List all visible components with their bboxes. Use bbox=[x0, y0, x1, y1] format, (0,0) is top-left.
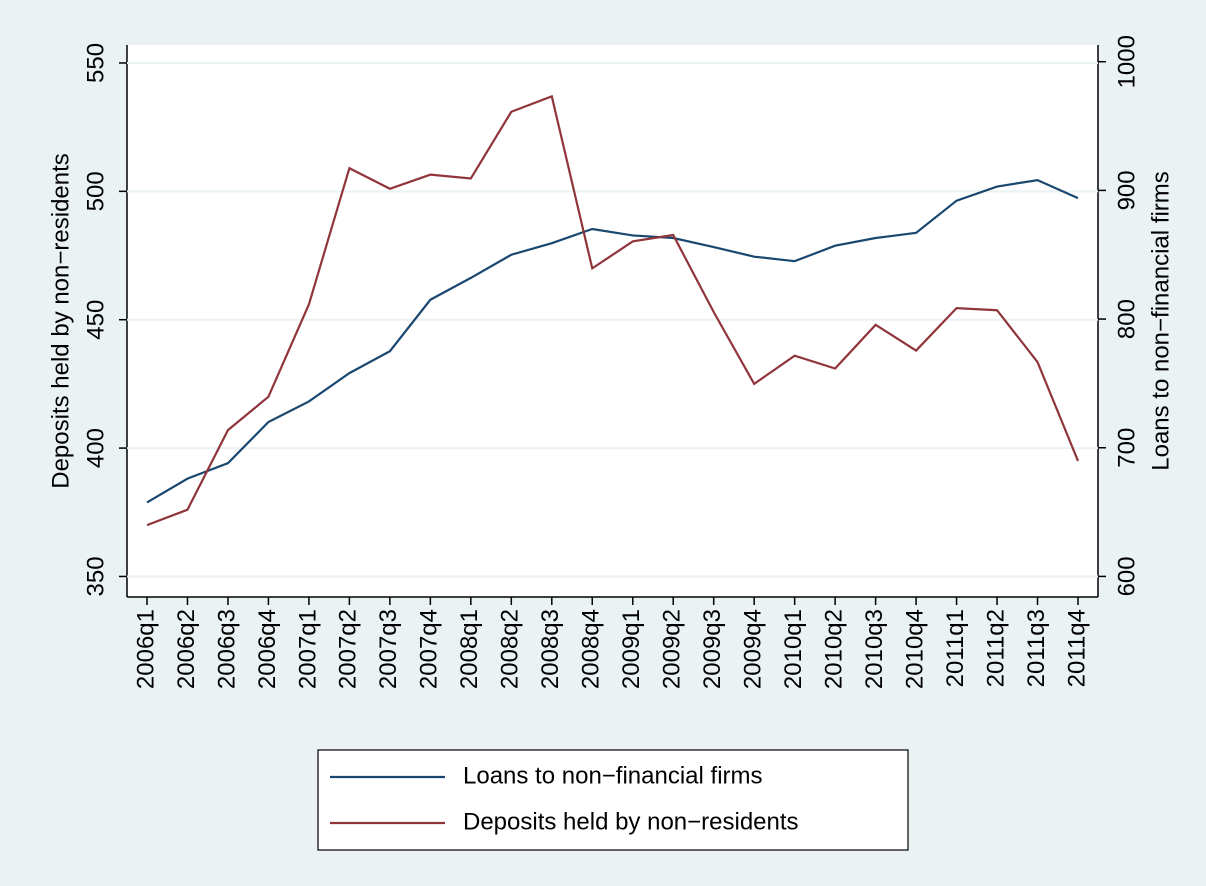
x-tick-label: 2009q2 bbox=[659, 609, 686, 689]
x-tick-label: 2011q4 bbox=[1063, 609, 1090, 687]
x-tick-label: 2007q3 bbox=[375, 609, 402, 689]
x-tick-label: 2010q4 bbox=[901, 609, 928, 689]
x-tick-label: 2011q3 bbox=[1023, 609, 1050, 687]
x-tick-label: 2006q2 bbox=[173, 609, 200, 689]
y-tick-label: 450 bbox=[82, 300, 109, 340]
x-tick-label: 2011q2 bbox=[982, 609, 1009, 687]
x-tick-label: 2006q1 bbox=[132, 609, 159, 689]
x-tick-label: 2008q2 bbox=[497, 609, 524, 689]
y2-axis-label: Loans to non−financial firms bbox=[1147, 171, 1174, 471]
y-tick-label: 400 bbox=[82, 428, 109, 468]
y2-tick-label: 900 bbox=[1113, 170, 1140, 210]
x-tick-label: 2009q4 bbox=[740, 609, 767, 689]
x-tick-label: 2009q3 bbox=[699, 609, 726, 689]
x-tick-label: 2008q1 bbox=[456, 609, 483, 689]
y2-tick-label: 700 bbox=[1113, 428, 1140, 468]
y-tick-label: 550 bbox=[82, 43, 109, 83]
legend-box bbox=[317, 749, 909, 851]
x-tick-label: 2009q1 bbox=[618, 609, 645, 689]
x-tick-label: 2010q1 bbox=[780, 609, 807, 689]
x-tick-label: 2007q1 bbox=[294, 609, 321, 689]
x-tick-label: 2011q1 bbox=[942, 609, 969, 687]
y-tick-label: 350 bbox=[82, 556, 109, 596]
y2-tick-label: 1000 bbox=[1113, 35, 1140, 88]
x-tick-label: 2008q3 bbox=[537, 609, 564, 689]
y-tick-label: 500 bbox=[82, 171, 109, 211]
series-line bbox=[146, 178, 1079, 504]
legend-label: Deposits held by non−residents bbox=[463, 808, 799, 835]
y2-tick-label: 600 bbox=[1113, 556, 1140, 596]
x-tick-label: 2008q4 bbox=[578, 609, 605, 689]
x-tick-label: 2007q2 bbox=[335, 609, 362, 689]
legend-label: Loans to non−financial firms bbox=[463, 762, 763, 789]
x-tick-label: 2010q2 bbox=[820, 609, 847, 689]
x-tick-label: 2006q3 bbox=[213, 609, 240, 689]
x-tick-label: 2007q4 bbox=[416, 609, 443, 689]
plot-area bbox=[127, 45, 1098, 597]
series-line bbox=[146, 94, 1080, 527]
y2-tick-label: 800 bbox=[1113, 299, 1140, 339]
y-axis-label: Deposits held by non−residents bbox=[47, 153, 74, 489]
x-tick-label: 2010q3 bbox=[861, 609, 888, 689]
x-tick-label: 2006q4 bbox=[254, 609, 281, 689]
